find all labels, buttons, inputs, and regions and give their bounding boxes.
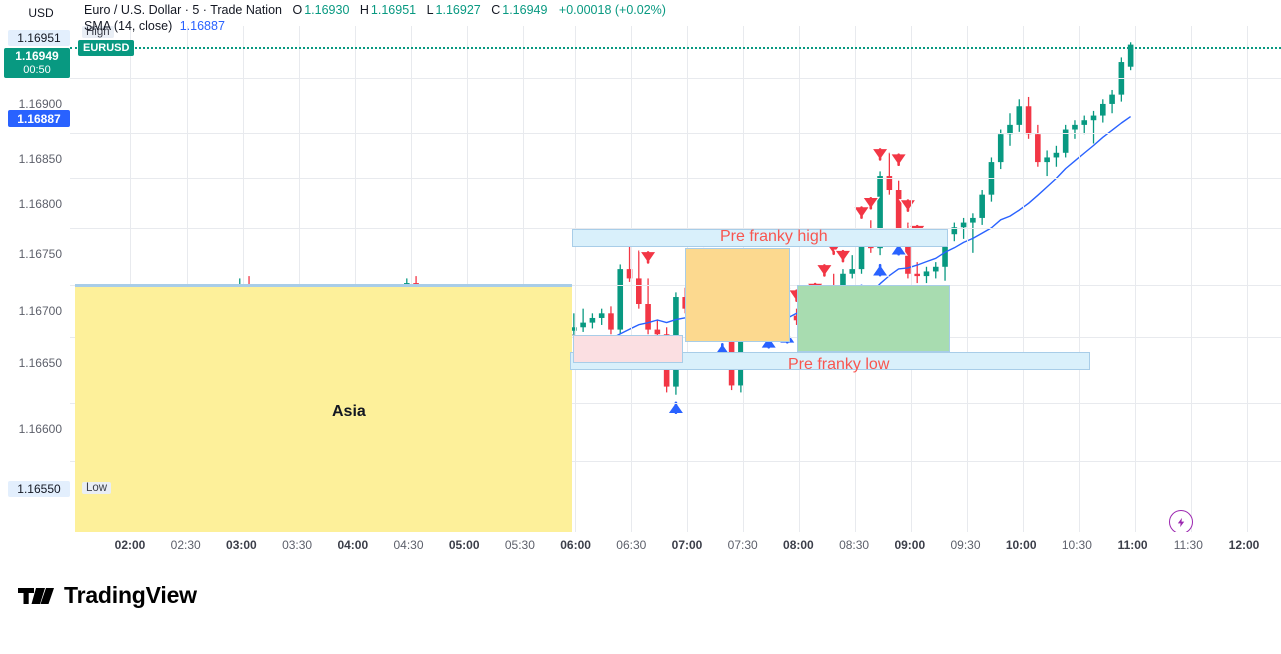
time-tick: 05:30 (504, 538, 535, 552)
ohlc-close-value: 1.16949 (502, 3, 548, 17)
asia-zone-label: Asia (332, 403, 366, 420)
pre-franky-low-label: Pre franky low (788, 356, 890, 373)
ohlc-high-label: H (359, 3, 369, 17)
symbol-title[interactable]: Euro / U.S. Dollar · 5 · Trade Nation (84, 3, 282, 17)
sell-arrow-marker (898, 198, 918, 214)
pre-franky-high-band[interactable] (572, 229, 948, 247)
time-tick: 04:00 (337, 538, 369, 552)
price-tick: 1.16600 (18, 422, 62, 436)
sell-arrow-marker (638, 249, 658, 265)
price-tick: 1.16750 (18, 247, 62, 261)
ohlc-low-label: L (426, 3, 434, 17)
sell-arrow-marker (815, 262, 834, 278)
ohlc-close-label: C (491, 3, 501, 17)
tradingview-glyph-icon (18, 586, 54, 606)
time-tick: 05:00 (448, 538, 480, 552)
price-change: +0.00018 (+0.02%) (558, 3, 666, 17)
time-tick: 07:00 (671, 538, 703, 552)
buy-arrow-marker (666, 400, 686, 416)
high-marker-label: High (82, 26, 114, 38)
time-tick: 10:00 (1005, 538, 1037, 552)
price-tick: 1.16650 (18, 356, 62, 370)
high-price-chip: 1.16951 (8, 30, 70, 46)
last-price-chip[interactable]: 1.16949 00:50 (4, 48, 70, 79)
time-tick: 04:30 (393, 538, 424, 552)
time-tick: 08:00 (783, 538, 814, 552)
pre-franky-low-band[interactable] (570, 352, 1090, 370)
bar-countdown: 00:50 (23, 63, 51, 76)
orange-range-box[interactable] (685, 248, 790, 342)
time-tick: 11:30 (1173, 538, 1203, 552)
time-tick: 09:30 (950, 538, 981, 552)
time-tick: 11:00 (1117, 538, 1148, 552)
last-price-value: 1.16949 (15, 49, 59, 63)
ohlc-low-value: 1.16927 (435, 3, 481, 17)
time-tick: 03:30 (282, 538, 313, 552)
ohlc-open-label: O (292, 3, 303, 17)
asia-session-zone[interactable] (75, 284, 572, 532)
price-axis[interactable]: 1.16900 1.16850 1.16800 1.16750 1.16700 … (0, 26, 70, 532)
time-tick: 10:30 (1061, 538, 1092, 552)
time-tick: 06:30 (616, 538, 647, 552)
sell-arrow-marker (833, 248, 853, 264)
symbol-price-badge: EURUSD (78, 40, 135, 56)
time-tick: 12:00 (1228, 538, 1260, 552)
sell-arrow-marker (870, 146, 890, 162)
price-tick: 1.16850 (18, 152, 62, 166)
sma-price-chip: 1.16887 (8, 110, 70, 127)
time-tick: 02:30 (170, 538, 201, 552)
ohlc-open-value: 1.16930 (304, 3, 350, 17)
footer: TradingView (0, 560, 1281, 654)
chart-plot-area[interactable]: Asia Pre franky high Pre franky low EURU… (70, 26, 1281, 532)
time-tick: 09:00 (894, 538, 926, 552)
buy-arrow-marker (759, 334, 778, 350)
bolt-icon[interactable] (1169, 510, 1193, 532)
green-range-box[interactable] (797, 285, 950, 352)
price-tick: 1.16800 (18, 197, 62, 211)
buy-arrow-marker (889, 241, 908, 257)
pre-franky-high-label: Pre franky high (720, 228, 828, 245)
tradingview-logo: TradingView (18, 582, 197, 609)
low-marker-label: Low (82, 482, 112, 494)
buy-arrow-marker (870, 262, 890, 278)
price-tick: 1.16700 (18, 304, 62, 318)
sell-arrow-marker (889, 152, 908, 168)
sell-arrow-marker (852, 205, 871, 221)
time-tick: 03:00 (226, 538, 257, 552)
price-tick: 1.16900 (18, 97, 62, 111)
low-price-chip: 1.16550 (8, 481, 70, 497)
ohlc-high-value: 1.16951 (370, 3, 417, 17)
time-tick: 06:00 (560, 538, 591, 552)
tradingview-wordmark: TradingView (64, 582, 197, 608)
time-tick: 02:00 (114, 538, 146, 552)
sell-arrow-marker (861, 195, 881, 211)
time-tick: 08:30 (839, 538, 870, 552)
time-tick: 07:30 (727, 538, 758, 552)
last-price-line (70, 47, 1281, 49)
pink-range-box[interactable] (573, 335, 683, 363)
time-axis[interactable]: 02:00 02:30 03:00 03:30 04:00 04:30 05:00 05:30… (0, 532, 1281, 560)
currency-chip[interactable]: USD (18, 2, 64, 24)
